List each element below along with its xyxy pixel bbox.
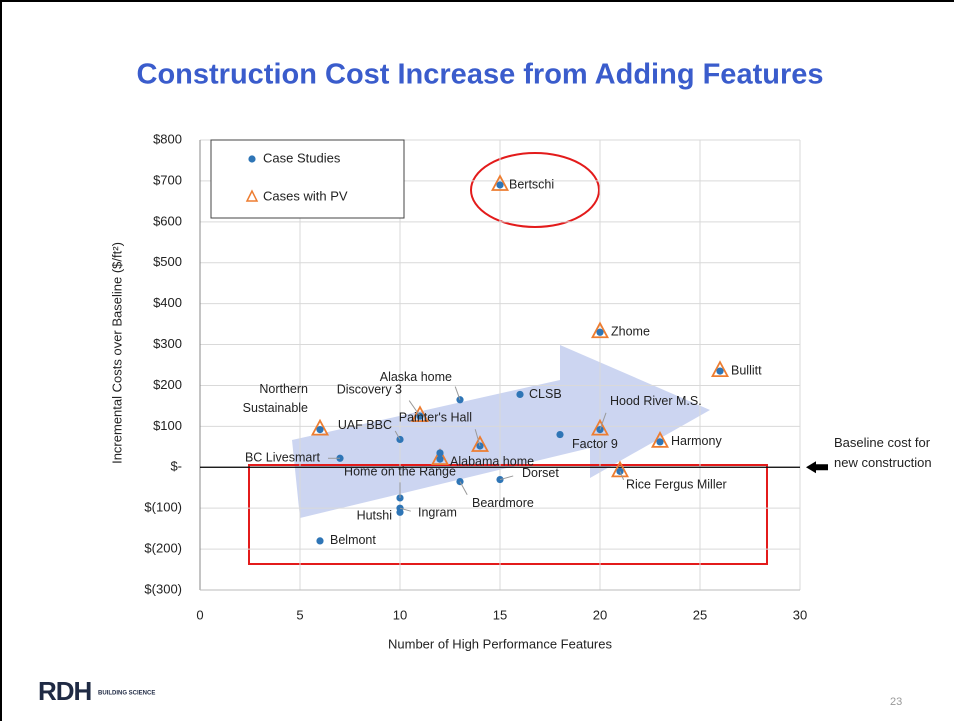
pv-marker [590, 321, 610, 339]
point [436, 449, 444, 457]
x-tick-label: 25 [693, 607, 707, 622]
pv-marker [650, 431, 670, 448]
point-label: Harmony [671, 434, 722, 448]
y-tick-label: $100 [153, 418, 182, 433]
point-label: Discovery 3 [337, 382, 402, 396]
leader-line [394, 430, 401, 440]
point-label: Zhome [611, 325, 650, 339]
point-label: Factor 9 [572, 437, 618, 451]
y-tick-label: $(200) [144, 541, 182, 556]
point [316, 537, 324, 545]
legend-label: Cases with PV [263, 188, 348, 203]
x-tick-label: 20 [593, 607, 607, 622]
highlight-ellipse [470, 152, 600, 228]
point-label: CLSB [529, 387, 562, 401]
legend-marker [245, 189, 259, 202]
annotation: Baseline cost for new construction [834, 435, 932, 471]
x-tick-label: 0 [196, 607, 203, 622]
point-label: UAF BBC [338, 418, 392, 432]
page-number: 23 [890, 696, 902, 708]
point-label: Painter's Hall [399, 410, 472, 424]
y-tick-label: $600 [153, 213, 182, 228]
pv-marker [490, 174, 510, 191]
leader-line [499, 475, 514, 481]
legend-marker [248, 155, 256, 163]
point [556, 430, 564, 439]
point-label: Hood River M.S. [610, 394, 702, 408]
y-tick-label: $(100) [144, 500, 182, 515]
point [656, 438, 664, 446]
point-label: Home on the Range [344, 464, 456, 478]
leader-line [408, 400, 421, 417]
pv-marker [410, 405, 430, 423]
point [496, 181, 504, 189]
point [436, 455, 444, 463]
point-label: Northern Sustainable [242, 381, 308, 415]
pv-marker [430, 448, 450, 465]
point [596, 328, 604, 336]
x-tick-label: 15 [493, 607, 507, 622]
point-label: Ingram [418, 505, 457, 519]
y-axis-label: Incremental Costs over Baseline ($/ft²) [109, 242, 124, 464]
y-tick-label: $500 [153, 254, 182, 269]
y-tick-label: $- [170, 459, 182, 474]
point [396, 508, 404, 516]
baseline-arrow [806, 461, 828, 474]
point [516, 390, 524, 399]
x-tick-label: 30 [793, 607, 807, 622]
y-tick-label: $200 [153, 377, 182, 392]
point-label: Hutshi [357, 509, 392, 523]
point-label: Alaska home [380, 370, 452, 384]
point [716, 367, 724, 375]
point-label: Dorset [522, 466, 559, 480]
leader-line [599, 412, 607, 430]
point-label: Bullitt [731, 363, 762, 377]
y-tick-label: $800 [153, 131, 182, 146]
leader-line [459, 481, 468, 496]
point-label: BC Livesmart [245, 451, 321, 465]
leader-line [399, 507, 411, 512]
trend-arrow [292, 345, 710, 518]
leader-line [454, 386, 461, 400]
leader-line [619, 471, 625, 480]
logo-mark: RDH [38, 676, 92, 706]
highlight-box [248, 464, 768, 565]
pv-marker [470, 435, 490, 452]
point-label: Belmont [330, 533, 376, 547]
legend-label: Case Studies [263, 150, 341, 165]
x-tick-label: 5 [296, 607, 303, 622]
legend-box [210, 139, 405, 219]
point-label: Beardmore [472, 496, 534, 510]
point [316, 426, 324, 434]
logo-text: BUILDING SCIENCE [98, 691, 155, 697]
y-tick-label: $300 [153, 336, 182, 351]
slide-title: Construction Cost Increase from Adding F… [137, 59, 824, 91]
y-tick-label: $(300) [144, 581, 182, 596]
pv-marker [310, 418, 330, 436]
pv-marker [590, 418, 610, 436]
point-label-box: Northern Sustainable [242, 381, 308, 415]
leader-line [474, 429, 481, 447]
annotation-box: Baseline cost for new construction [834, 435, 932, 471]
x-tick-label: 10 [393, 607, 407, 622]
pv-marker [710, 360, 730, 378]
point-label: Alabama home [450, 454, 534, 468]
point-label: Bertschi [509, 177, 554, 191]
y-tick-label: $700 [153, 172, 182, 187]
pv-marker [610, 460, 630, 478]
point-label: Rice Fergus Miller [626, 478, 727, 492]
x-axis-label: Number of High Performance Features [388, 636, 612, 651]
y-tick-label: $400 [153, 295, 182, 310]
